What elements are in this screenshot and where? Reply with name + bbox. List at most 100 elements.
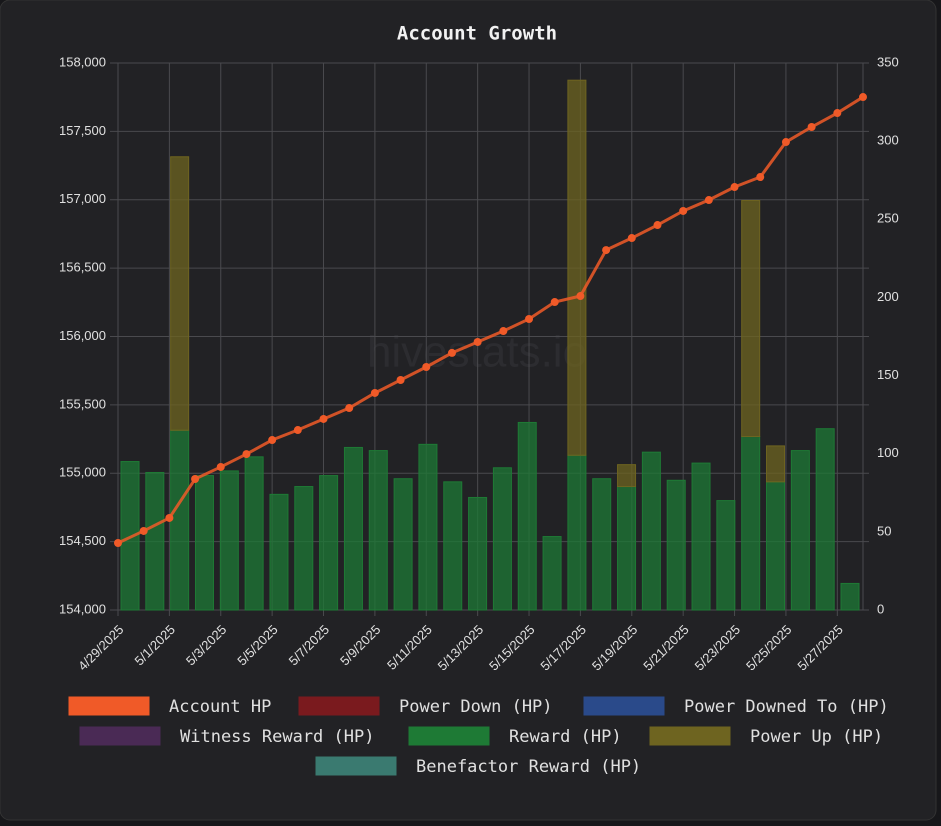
bar (567, 454, 587, 611)
bar (368, 450, 388, 611)
legend-swatch (315, 756, 397, 776)
y2-tick-label: 350 (877, 54, 899, 69)
bar (716, 500, 736, 611)
chart-title: Account Growth (397, 23, 557, 45)
y-tick-label: 156,500 (59, 260, 106, 275)
y2-tick-label: 300 (877, 133, 899, 148)
point (602, 246, 611, 255)
bar (815, 428, 835, 611)
y2-tick-label: 200 (877, 289, 899, 304)
y-tick-label: 157,000 (59, 191, 106, 206)
bar (269, 493, 289, 611)
legend-label: Power Downed To (HP) (684, 697, 889, 717)
point (319, 414, 328, 423)
point (139, 526, 148, 535)
y2-tick-label: 50 (877, 523, 891, 538)
bar (691, 462, 711, 611)
bar (145, 471, 165, 611)
y-tick-label: 156,000 (59, 328, 106, 343)
legend-swatch (298, 696, 380, 716)
watermark: hivestats.io (367, 328, 587, 377)
bar (170, 156, 190, 431)
legend-swatch (79, 726, 161, 746)
legend-label: Benefactor Reward (HP) (416, 757, 641, 777)
point (756, 173, 765, 182)
point (499, 327, 508, 336)
point (704, 196, 713, 205)
bar (244, 456, 264, 611)
bar (468, 496, 488, 611)
point (396, 375, 405, 384)
legend-label: Power Up (HP) (750, 727, 883, 747)
bar (443, 481, 463, 611)
bar (840, 582, 860, 611)
legend-swatch (68, 696, 150, 716)
y-tick-label: 154,000 (59, 601, 106, 616)
point (345, 404, 354, 413)
point (473, 337, 482, 346)
bar (393, 478, 413, 611)
legend-swatch (408, 726, 490, 746)
y-tick-label: 155,500 (59, 396, 106, 411)
legend-label: Witness Reward (HP) (180, 727, 374, 747)
y2-tick-label: 250 (877, 211, 899, 226)
point (730, 183, 739, 192)
y-tick-label: 155,000 (59, 465, 106, 480)
y2-tick-label: 100 (877, 445, 899, 460)
y-tick-label: 154,500 (59, 533, 106, 548)
bar (567, 79, 587, 456)
bar (294, 486, 314, 611)
point (216, 462, 225, 471)
point (627, 234, 636, 243)
bar (343, 446, 363, 611)
legend-swatch (649, 726, 731, 746)
bar (766, 481, 786, 611)
bar (766, 445, 786, 483)
legend-swatch (583, 696, 665, 716)
bar (617, 464, 637, 488)
bar (319, 475, 339, 611)
bar (418, 443, 438, 611)
point (370, 388, 379, 397)
point (781, 138, 790, 147)
bar (741, 200, 761, 438)
point (114, 538, 122, 547)
bar (741, 436, 761, 611)
point (576, 292, 585, 301)
point (807, 122, 816, 131)
bar (592, 478, 612, 611)
point (293, 426, 302, 435)
y2-tick-label: 150 (877, 367, 899, 382)
y2-tick-label: 0 (877, 601, 884, 616)
bar (617, 486, 637, 611)
y-tick-label: 158,000 (59, 54, 106, 69)
legend-label: Power Down (HP) (399, 697, 553, 717)
point (833, 109, 842, 118)
point (191, 474, 200, 483)
y-tick-label: 157,500 (59, 123, 106, 138)
bar (194, 475, 214, 611)
point (165, 513, 174, 522)
point (242, 450, 251, 459)
point (422, 362, 431, 371)
legend-label: Reward (HP) (509, 727, 622, 747)
point (653, 221, 662, 230)
bar (492, 467, 512, 611)
point (525, 314, 534, 323)
bar (219, 470, 239, 611)
point (550, 298, 559, 307)
bar (641, 451, 661, 611)
point (447, 348, 456, 357)
point (859, 93, 867, 102)
line (117, 95, 864, 545)
bar (542, 536, 562, 611)
bar (517, 421, 537, 611)
legend-label: Account HP (169, 697, 271, 717)
point (679, 206, 688, 215)
bar (666, 479, 686, 611)
bar (790, 450, 810, 611)
bar (170, 429, 190, 611)
point (268, 436, 277, 445)
